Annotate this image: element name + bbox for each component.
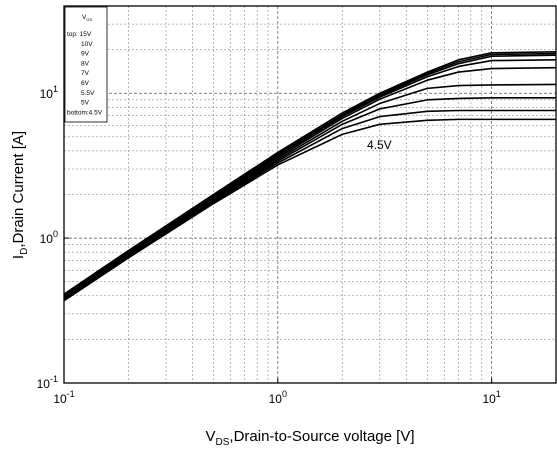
legend-entry: 10V xyxy=(81,41,93,48)
y-tick-exponent: -1 xyxy=(50,374,58,384)
x-tick-exponent: 1 xyxy=(496,389,501,399)
y-tick-base: 10 xyxy=(37,377,51,391)
legend-box xyxy=(64,6,108,123)
legend-title-sub: GS xyxy=(86,17,92,22)
legend-entry: 8V xyxy=(81,60,90,67)
y-axis-title: ID,Drain Current [A] xyxy=(10,131,30,259)
series-line-9v xyxy=(63,54,557,297)
series-line-6v xyxy=(63,83,557,300)
y-tick-label: 10-1 xyxy=(37,374,58,391)
legend: VGS top: 15V 10V 9V 8V 7V 6V 5.5V 5V bottom:4.5V xyxy=(64,6,108,123)
series-line-5v xyxy=(63,109,556,300)
legend-entry: 5V xyxy=(81,100,90,107)
legend-entries: top: 15V 10V 9V 8V 7V 6V 5.5V 5V bottom:4.5V xyxy=(67,31,103,116)
legend-entry: 6V xyxy=(81,80,90,87)
grid xyxy=(64,6,556,383)
legend-entry: top: 15V xyxy=(67,31,92,38)
series-lines xyxy=(63,51,557,302)
x-tick-base: 10 xyxy=(269,392,283,406)
legend-entry: 5.5V xyxy=(81,90,95,97)
legend-entry: 7V xyxy=(81,70,90,77)
x-tick-label: 10-1 xyxy=(53,389,74,406)
y-axis-title-main: I xyxy=(10,255,27,259)
plot-frame xyxy=(63,5,557,384)
x-axis-ticks: 10-1 100 101 xyxy=(53,378,501,406)
series-line-15v xyxy=(63,51,557,295)
series-line-5-5v xyxy=(63,97,556,300)
legend-title: VGS xyxy=(82,14,92,22)
y-axis-title-rest: ,Drain Current [A] xyxy=(10,131,27,248)
x-axis-title-sub: DS xyxy=(216,437,230,448)
annotation-label: 4.5V xyxy=(367,138,392,152)
series-line-8v xyxy=(63,59,557,299)
series-line-7v xyxy=(63,66,557,299)
y-axis-title-sub: D xyxy=(19,248,30,255)
legend-entry: 9V xyxy=(81,51,90,58)
x-tick-base: 10 xyxy=(53,392,67,406)
series-line-4-5v xyxy=(63,118,556,302)
x-tick-exponent: 0 xyxy=(282,389,287,399)
y-tick-exponent: 1 xyxy=(53,84,58,94)
legend-title-main: V xyxy=(82,14,87,21)
x-tick-base: 10 xyxy=(482,392,496,406)
x-axis-title: VDS,Drain-to-Source voltage [V] xyxy=(205,428,414,448)
y-tick-base: 10 xyxy=(40,87,54,101)
x-tick-label: 101 xyxy=(482,389,500,406)
x-axis-title-main: V xyxy=(205,428,215,445)
x-tick-exponent: -1 xyxy=(67,389,75,399)
y-tick-exponent: 0 xyxy=(53,229,58,239)
y-tick-label: 100 xyxy=(40,229,58,246)
y-tick-label: 101 xyxy=(40,84,58,101)
x-axis-title-rest: ,Drain-to-Source voltage [V] xyxy=(229,428,414,445)
legend-entry: bottom:4.5V xyxy=(67,109,103,116)
y-tick-base: 10 xyxy=(40,232,54,246)
series-line-10v xyxy=(63,52,557,297)
x-tick-label: 100 xyxy=(269,389,287,406)
